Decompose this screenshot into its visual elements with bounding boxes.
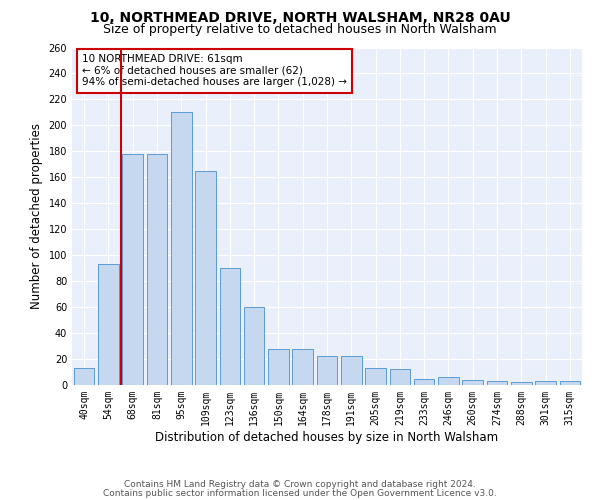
Bar — [389, 370, 410, 385]
Bar — [341, 356, 362, 385]
Bar — [268, 348, 289, 385]
Bar — [146, 154, 167, 385]
Bar — [438, 377, 459, 385]
Bar — [365, 368, 386, 385]
Text: Size of property relative to detached houses in North Walsham: Size of property relative to detached ho… — [103, 22, 497, 36]
Bar — [511, 382, 532, 385]
Bar — [74, 368, 94, 385]
Text: 10, NORTHMEAD DRIVE, NORTH WALSHAM, NR28 0AU: 10, NORTHMEAD DRIVE, NORTH WALSHAM, NR28… — [89, 11, 511, 25]
Bar — [292, 348, 313, 385]
Y-axis label: Number of detached properties: Number of detached properties — [30, 123, 43, 309]
Bar — [414, 378, 434, 385]
Bar — [220, 268, 240, 385]
Bar — [122, 154, 143, 385]
Text: 10 NORTHMEAD DRIVE: 61sqm
← 6% of detached houses are smaller (62)
94% of semi-d: 10 NORTHMEAD DRIVE: 61sqm ← 6% of detach… — [82, 54, 347, 88]
Bar — [463, 380, 483, 385]
Bar — [317, 356, 337, 385]
Bar — [487, 381, 508, 385]
Text: Contains public sector information licensed under the Open Government Licence v3: Contains public sector information licen… — [103, 488, 497, 498]
Bar — [244, 307, 265, 385]
Text: Contains HM Land Registry data © Crown copyright and database right 2024.: Contains HM Land Registry data © Crown c… — [124, 480, 476, 489]
Bar — [535, 381, 556, 385]
Bar — [560, 381, 580, 385]
X-axis label: Distribution of detached houses by size in North Walsham: Distribution of detached houses by size … — [155, 430, 499, 444]
Bar — [171, 112, 191, 385]
Bar — [195, 171, 216, 385]
Bar — [98, 264, 119, 385]
